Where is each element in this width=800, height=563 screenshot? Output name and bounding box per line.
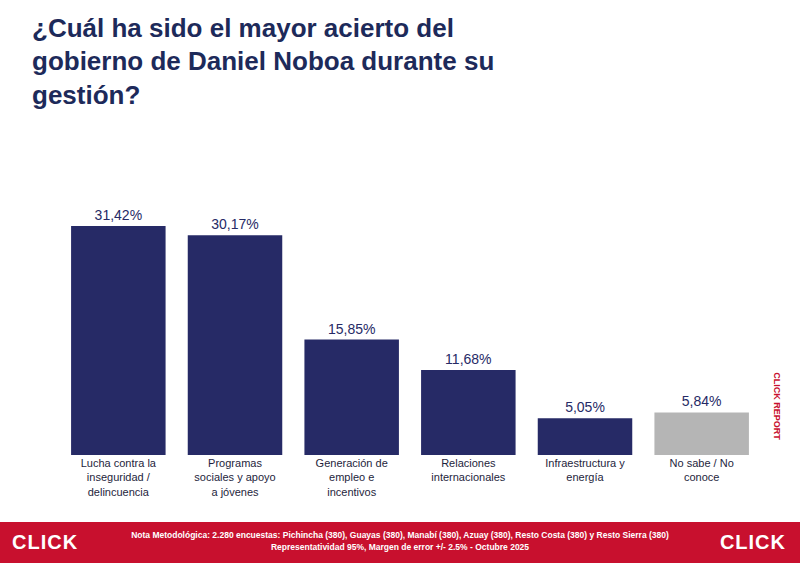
- svg-text:11,68%: 11,68%: [445, 351, 491, 367]
- svg-text:Generación deempleo eincentivo: Generación deempleo eincentivos: [316, 457, 388, 498]
- svg-text:Infraestructura yenergía: Infraestructura yenergía: [545, 457, 625, 483]
- html-text:Nota Metodológica: 2.280 encue: Nota Metodológica: 2.280 encuestas: Pich…: [131, 530, 669, 540]
- svg-text:Programassociales y apoyoa jóv: Programassociales y apoyoa jóvenes: [194, 457, 275, 498]
- svg-text:30,17%: 30,17%: [211, 216, 258, 232]
- svg-text:5,05%: 5,05%: [565, 399, 605, 415]
- svg-text:Lucha contra lainseguridad /de: Lucha contra lainseguridad /delincuencia: [81, 457, 157, 498]
- svg-text:¿Cuál ha sido el mayor acierto: ¿Cuál ha sido el mayor acierto delgobier…: [32, 13, 494, 111]
- html-text:CLICK: CLICK: [12, 531, 79, 553]
- html-text:Representatividad 95%, Margen: Representatividad 95%, Margen de error +…: [270, 542, 530, 552]
- svg-text:15,85%: 15,85%: [328, 321, 375, 337]
- svg-text:31,42%: 31,42%: [95, 207, 142, 223]
- html-text:CLICK: CLICK: [719, 531, 786, 553]
- svg-text:No sabe / Noconoce: No sabe / Noconoce: [670, 457, 734, 483]
- svg-text:CLICK REPORT: CLICK REPORT: [772, 372, 782, 440]
- svg-text:Relacionesinternacionales: Relacionesinternacionales: [431, 457, 505, 483]
- svg-text:5,84%: 5,84%: [682, 393, 722, 409]
